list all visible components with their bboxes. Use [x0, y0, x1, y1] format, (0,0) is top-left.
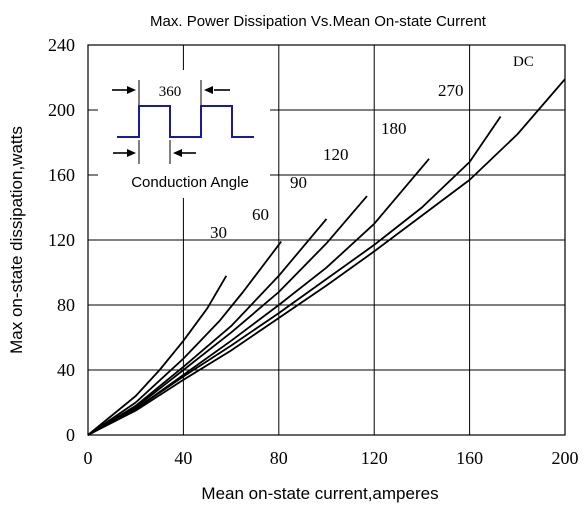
x-tick-label: 0 [84, 448, 93, 468]
inset-arrow-right-head [204, 86, 213, 94]
y-tick-label: 80 [57, 295, 75, 315]
y-tick-label: 40 [57, 360, 75, 380]
x-tick-label: 120 [361, 448, 388, 468]
series-lines [87, 78, 566, 436]
x-tick-label: 200 [552, 448, 579, 468]
inset-period-label: 360 [159, 84, 182, 100]
series-label-120: 120 [323, 145, 349, 164]
inset-caption: Conduction Angle [131, 174, 249, 191]
grid [88, 45, 565, 435]
series-line-90 [87, 218, 328, 436]
series-label-180: 180 [381, 119, 407, 138]
y-tick-label: 200 [48, 100, 75, 120]
inset-pulse-waveform [117, 105, 254, 138]
series-label-30: 30 [210, 223, 227, 242]
x-tick-label: 80 [270, 448, 288, 468]
y-tick-label: 120 [48, 230, 75, 250]
series-line-dc [87, 78, 566, 436]
y-axis-label: Max on-state dissipation,watts [7, 126, 26, 354]
x-tick-labels: 0 40 80 120 160 200 [84, 448, 579, 468]
inset-conduction-arrow-right-head [173, 149, 182, 157]
series-line-30 [87, 275, 228, 436]
y-tick-label: 240 [48, 35, 75, 55]
conduction-angle-inset: 360 Conduction Angle [98, 70, 270, 198]
inset-arrow-left-head [127, 86, 136, 94]
inset-conduction-arrow-left-head [127, 149, 136, 157]
series-label-90: 90 [290, 173, 307, 192]
x-tick-label: 160 [456, 448, 483, 468]
series-labels: 30 60 90 120 180 270 DC [210, 54, 534, 242]
y-tick-label: 160 [48, 165, 75, 185]
y-tick-labels: 0 40 80 120 160 200 240 [48, 35, 75, 445]
series-line-60 [87, 241, 282, 436]
series-line-120 [87, 195, 368, 436]
series-label-270: 270 [438, 81, 464, 100]
y-tick-label: 0 [66, 425, 75, 445]
inset-background [98, 70, 270, 198]
series-label-dc: DC [513, 54, 534, 70]
x-tick-label: 40 [174, 448, 192, 468]
x-axis-label: Mean on-state current,amperes [201, 484, 438, 503]
chart-title: Max. Power Dissipation Vs.Mean On-state … [150, 13, 487, 30]
series-label-60: 60 [252, 205, 269, 224]
plot-frame [87, 44, 566, 436]
series-line-270 [87, 115, 502, 436]
